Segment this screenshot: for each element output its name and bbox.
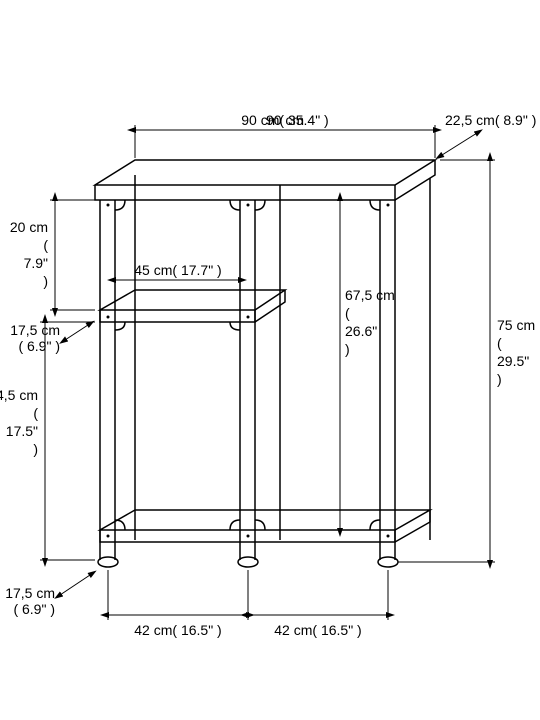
svg-text:45 cm( 17.7" ): 45 cm( 17.7" ) (134, 262, 221, 278)
dimension-diagram: 90 cm 90 cm( 35.4" ) 22,5 cm( 8.9" ) 20 … (0, 0, 540, 720)
svg-text:42 cm( 16.5" ): 42 cm( 16.5" ) (274, 622, 361, 638)
svg-text:90 cm( 35.4" ): 90 cm( 35.4" ) (241, 112, 328, 128)
dimensions: 90 cm 90 cm( 35.4" ) 22,5 cm( 8.9" ) 20 … (0, 112, 536, 638)
svg-text:20 cm(7.9"): 20 cm(7.9") (10, 219, 48, 289)
svg-text:17,5 cm( 6.9" ): 17,5 cm( 6.9" ) (10, 322, 60, 354)
svg-text:22,5 cm( 8.9" ): 22,5 cm( 8.9" ) (445, 112, 536, 128)
svg-text:42 cm( 16.5" ): 42 cm( 16.5" ) (134, 622, 221, 638)
svg-text:44,5 cm(17.5"): 44,5 cm(17.5") (0, 387, 38, 457)
svg-text:67,5 cm(26.6"): 67,5 cm(26.6") (345, 287, 395, 357)
svg-text:75 cm(29.5"): 75 cm(29.5") (497, 317, 535, 387)
furniture-outline (95, 160, 435, 567)
svg-text:17,5 cm( 6.9" ): 17,5 cm( 6.9" ) (5, 585, 55, 617)
